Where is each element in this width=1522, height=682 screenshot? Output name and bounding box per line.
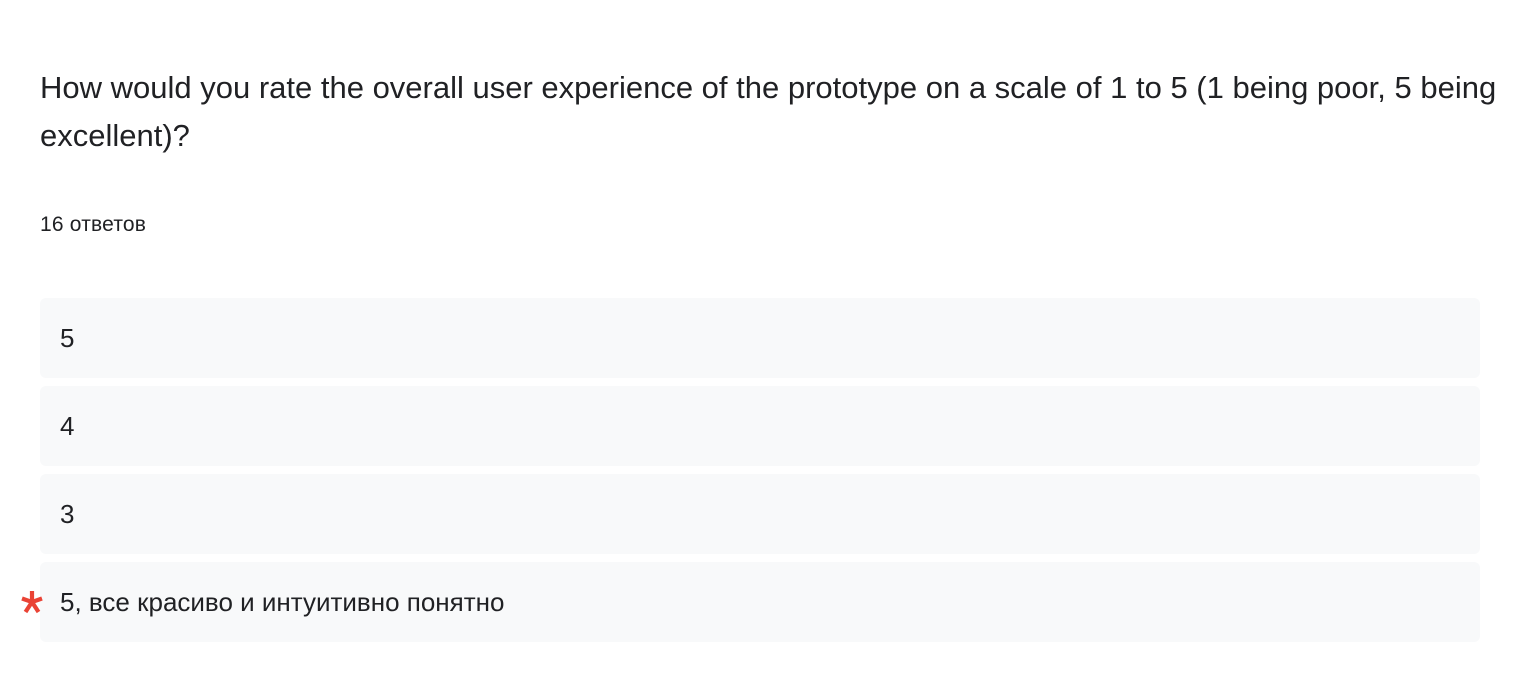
answer-text: 3	[60, 498, 75, 529]
answer-text: 4	[60, 410, 75, 441]
question-title: How would you rate the overall user expe…	[40, 70, 1497, 153]
answer-item: 4	[40, 386, 1480, 466]
answer-text: 5	[60, 322, 75, 353]
answer-item: 5, все красиво и интуитивно понятно	[21, 562, 1480, 642]
answer-text: 5, все красиво и интуитивно понятно	[60, 586, 505, 617]
answer-item: 3	[40, 474, 1480, 554]
asterisk-icon	[21, 591, 43, 614]
answers-list: 5 4 3 5, все красиво и интуитивно понятн…	[21, 298, 1480, 650]
response-count: 16 ответов	[40, 213, 147, 236]
answer-item: 5	[40, 298, 1480, 378]
